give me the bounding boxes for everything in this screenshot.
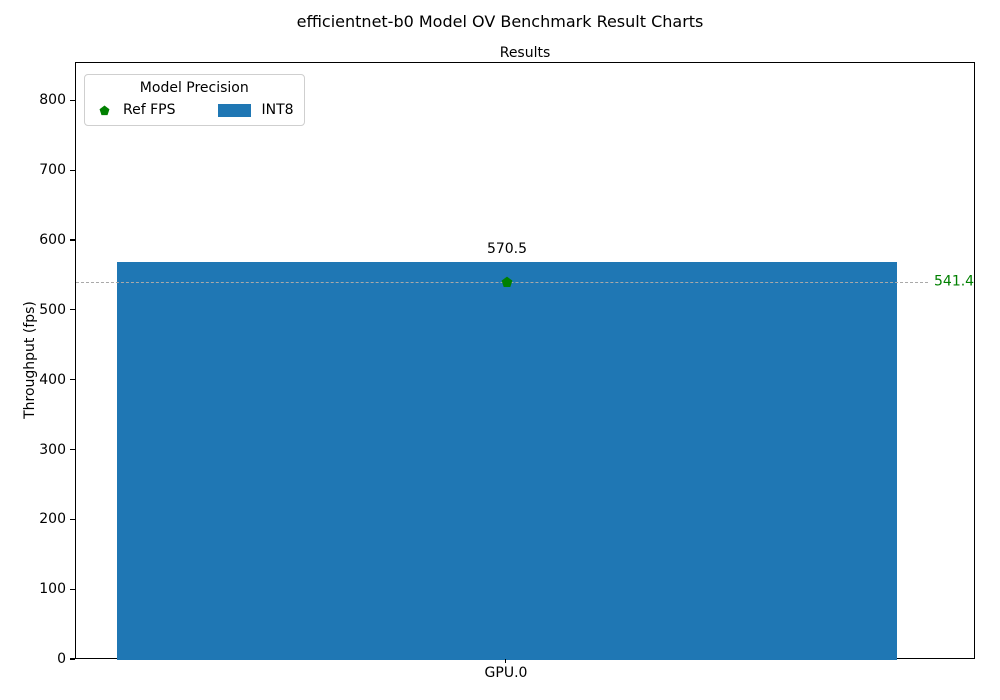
plot-area: 541.4 570.5 Model Precision Ref FPS INT8 [75, 62, 975, 660]
y-tick-mark [70, 588, 75, 590]
y-tick-mark [70, 309, 75, 311]
x-tick-mark [505, 659, 507, 663]
x-tick-label: GPU.0 [484, 665, 528, 681]
bar-value-label: 570.5 [486, 240, 528, 257]
figure-title: efficientnet-b0 Model OV Benchmark Resul… [296, 12, 704, 31]
y-tick-label: 0 [57, 651, 66, 667]
legend-label-ref-fps: Ref FPS [123, 102, 176, 118]
legend-label-int8: INT8 [261, 102, 294, 118]
y-tick-label: 700 [39, 162, 66, 179]
y-tick-mark [70, 658, 75, 660]
axes-title: Results [499, 45, 551, 61]
ref-fps-pentagon-marker [501, 276, 513, 288]
y-tick-label: 500 [39, 301, 66, 318]
ref-fps-value-label: 541.4 [932, 273, 975, 290]
y-tick-mark [70, 448, 75, 451]
pentagon-marker-icon [99, 105, 110, 116]
y-tick-label: 300 [39, 441, 66, 458]
legend-entries: Ref FPS INT8 [95, 102, 294, 118]
legend: Model Precision Ref FPS INT8 [84, 74, 305, 126]
y-tick-mark [70, 169, 75, 171]
y-tick-mark [70, 239, 75, 241]
y-tick-label: 400 [39, 371, 66, 388]
legend-patch-int8 [218, 103, 252, 117]
legend-title: Model Precision [139, 80, 249, 96]
y-tick-mark [70, 99, 75, 101]
bar-int8-gpu0 [117, 261, 897, 660]
y-tick-mark [70, 518, 75, 520]
ref-fps-dashed-line [76, 281, 928, 283]
y-tick-mark [70, 379, 75, 381]
y-tick-label: 600 [39, 232, 66, 249]
y-tick-label: 200 [39, 511, 66, 528]
y-tick-label: 800 [39, 92, 66, 109]
y-tick-label: 100 [39, 581, 66, 598]
